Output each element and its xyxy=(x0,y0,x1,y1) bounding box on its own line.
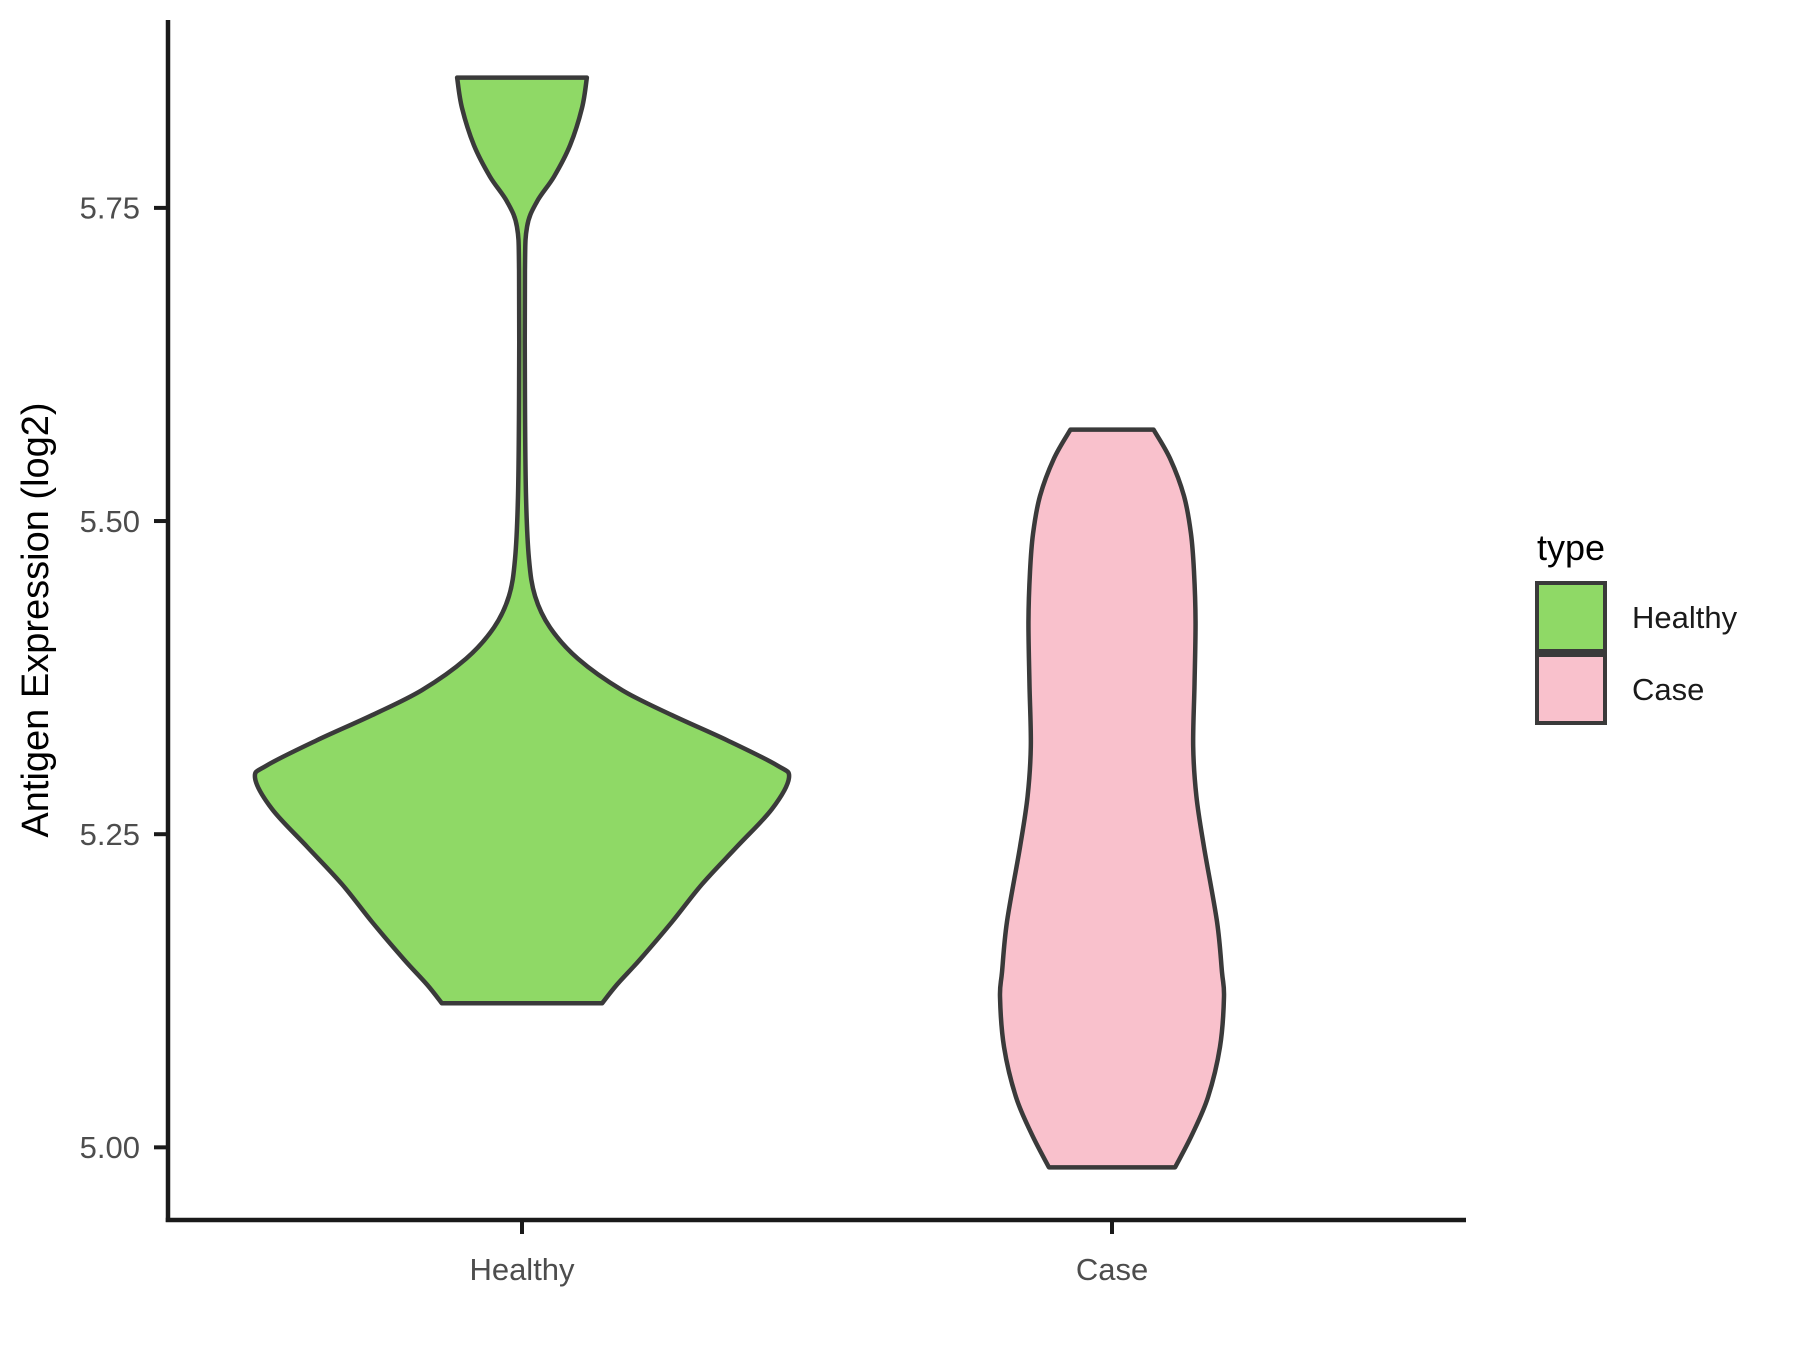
ticks-layer: 5.00 5.25 5.50 5.75 Healthy Case xyxy=(80,191,1149,1287)
legend: type Healthy Case xyxy=(1535,527,1738,725)
x-tick-label-healthy: Healthy xyxy=(469,1252,575,1287)
violin-healthy xyxy=(252,75,792,1006)
y-tick-label: 5.75 xyxy=(80,191,140,226)
violins-layer xyxy=(252,75,1227,1170)
y-tick-label: 5.50 xyxy=(80,504,140,539)
y-axis-title: Antigen Expression (log2) xyxy=(15,402,57,837)
legend-label-case: Case xyxy=(1632,672,1704,707)
violin-case xyxy=(997,427,1227,1170)
y-tick-label: 5.25 xyxy=(80,817,140,852)
legend-key-healthy-swatch xyxy=(1535,581,1607,653)
x-tick-label-case: Case xyxy=(1076,1252,1148,1287)
legend-label-healthy: Healthy xyxy=(1632,600,1738,635)
y-tick-label: 5.00 xyxy=(80,1130,140,1165)
legend-key-case-swatch xyxy=(1535,653,1607,725)
legend-title: type xyxy=(1537,527,1605,568)
